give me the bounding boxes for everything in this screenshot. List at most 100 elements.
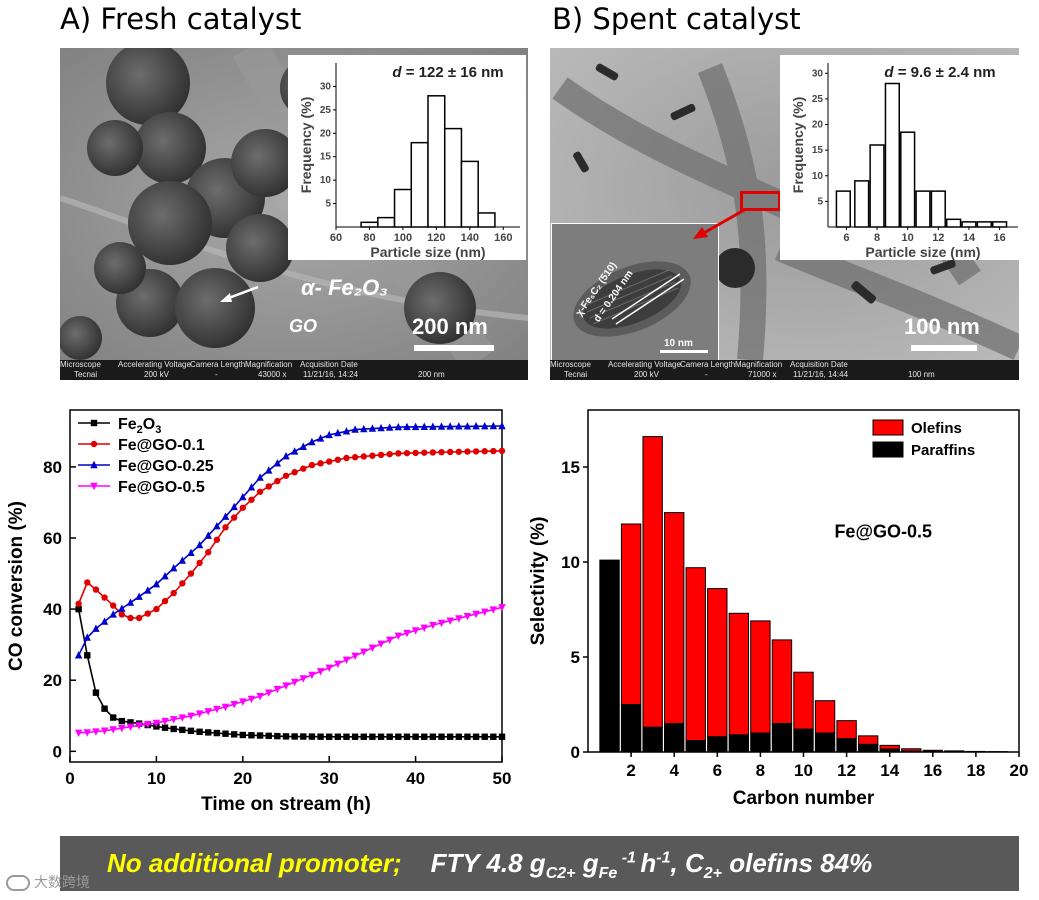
data-point xyxy=(446,422,454,430)
histogram-bar xyxy=(946,218,962,228)
y-tick-label: 5 xyxy=(325,199,331,210)
data-point xyxy=(308,437,316,446)
meta-header: Microscope xyxy=(550,360,591,369)
data-point xyxy=(351,733,359,740)
data-point xyxy=(92,728,100,736)
paraffins-bar xyxy=(728,734,750,753)
data-point xyxy=(127,614,134,622)
data-point xyxy=(334,428,342,437)
caption-sub: C2+ xyxy=(545,865,576,883)
x-tick-label: 10 xyxy=(147,769,166,788)
data-point xyxy=(170,725,177,733)
data-point xyxy=(161,572,169,580)
data-point xyxy=(481,733,488,740)
histogram-bar xyxy=(884,82,901,228)
data-point xyxy=(213,521,221,530)
histogram-bar xyxy=(961,221,977,228)
data-point xyxy=(394,632,403,640)
data-point xyxy=(152,580,161,588)
meta-value-row-a: Tecnai 200 kV - 43000 x 11/21/16, 14:24 … xyxy=(60,370,528,380)
data-point xyxy=(161,724,169,731)
data-point xyxy=(144,610,151,617)
histogram-title: d = 122 ± 16 nm xyxy=(392,64,503,81)
data-point xyxy=(282,682,290,690)
paraffins-bar xyxy=(771,723,793,753)
y-axis-label: Frequency (%) xyxy=(298,97,314,193)
watermark-text: 大数跨境 xyxy=(34,874,90,890)
data-point xyxy=(273,685,282,694)
y-tick-label: 20 xyxy=(812,120,824,131)
caption-g: g xyxy=(575,848,599,878)
data-point xyxy=(100,617,109,625)
data-point xyxy=(239,731,246,739)
data-point xyxy=(455,422,463,430)
legend-marker xyxy=(90,482,98,491)
data-point xyxy=(395,450,402,457)
data-point xyxy=(498,733,506,740)
legend-swatch xyxy=(872,441,904,458)
olefins-bar xyxy=(793,671,814,730)
data-point xyxy=(351,652,359,660)
data-point xyxy=(230,514,238,521)
data-point xyxy=(360,733,367,740)
y-tick-label: 20 xyxy=(320,128,332,139)
data-point xyxy=(429,449,437,456)
data-point xyxy=(325,430,333,439)
hist-spent-inset: 6 8 10 12 14 16 5 10 15 20 25 30 Particle size (nm) F… xyxy=(780,55,1019,260)
meta-header: Camera Length xyxy=(190,360,246,369)
data-point xyxy=(239,492,247,501)
data-point xyxy=(256,473,264,481)
data-point xyxy=(101,705,108,712)
legend-marker xyxy=(90,419,98,427)
legend-marker xyxy=(90,440,98,448)
hrtem-scale-text: 10 nm xyxy=(664,338,693,349)
data-point xyxy=(239,698,247,706)
x-tick-label: 12 xyxy=(837,761,856,780)
data-point xyxy=(463,613,472,621)
y-tick-label: 20 xyxy=(43,671,62,690)
data-point xyxy=(369,452,376,459)
olefins-bar xyxy=(836,720,857,740)
data-point xyxy=(274,732,281,740)
data-point xyxy=(368,424,377,432)
meta-header: Acquisition Date xyxy=(790,360,848,369)
data-point xyxy=(334,660,342,668)
histogram-bar xyxy=(930,190,946,228)
data-point xyxy=(317,733,324,740)
series-line xyxy=(77,450,503,619)
caption-highlight: No additional promoter; xyxy=(107,848,402,878)
x-tick-label: 10 xyxy=(902,232,914,244)
y-tick-label: 15 xyxy=(320,152,332,163)
watermark-logo-icon xyxy=(6,875,30,892)
data-point xyxy=(412,733,419,740)
data-point xyxy=(248,496,255,503)
data-point xyxy=(498,447,506,455)
y-tick-label: 30 xyxy=(812,68,824,79)
data-point xyxy=(403,449,411,457)
meta-header: Accelerating Voltage xyxy=(118,360,191,369)
olefins-bar xyxy=(728,612,750,736)
meta-value: Tecnai xyxy=(564,370,588,379)
scale-text-a: 200 nm xyxy=(412,314,488,339)
caption-sub: Fe xyxy=(598,865,618,883)
histogram-bar xyxy=(991,221,1008,228)
histogram-bar xyxy=(854,180,870,228)
y-axis-label: Selectivity (%) xyxy=(528,517,549,646)
paraffins-bar xyxy=(922,750,943,753)
data-point xyxy=(126,723,135,731)
y-tick-label: 25 xyxy=(320,105,332,116)
data-point xyxy=(420,624,428,632)
x-tick-label: 16 xyxy=(993,232,1005,244)
data-point xyxy=(455,615,463,623)
meta-header: Accelerating Voltage xyxy=(608,360,681,369)
paraffins-bar xyxy=(620,704,642,753)
data-point xyxy=(421,733,428,740)
data-point xyxy=(110,714,117,721)
x-tick-label: 8 xyxy=(756,761,765,780)
meta-header: Acquisition Date xyxy=(300,360,358,369)
paraffins-bar xyxy=(793,728,814,753)
data-point xyxy=(109,610,117,618)
x-axis-label: Particle size (nm) xyxy=(865,244,980,260)
data-point xyxy=(377,423,385,432)
selectivity-chart: 2 4 6 8 10 12 14 16 18 20 0 5 10 15 Carbon number Selec… xyxy=(528,409,1028,809)
